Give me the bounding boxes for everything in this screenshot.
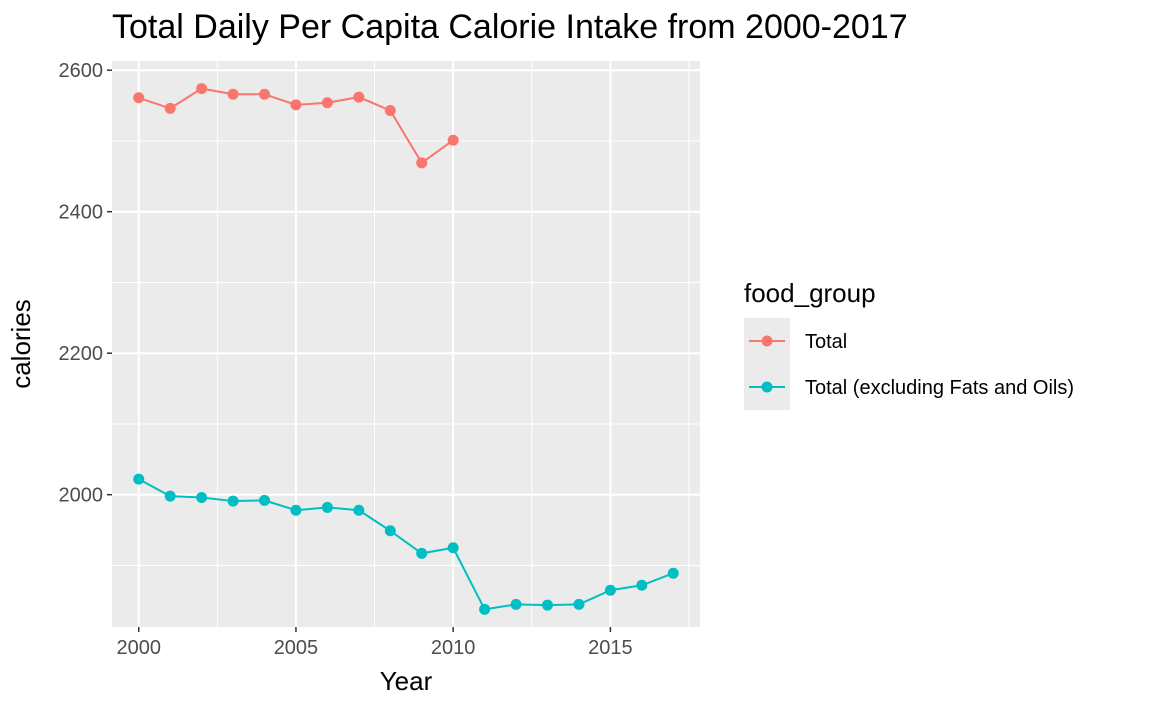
y-axis: 2000 2200 2400 2600	[59, 60, 112, 507]
y-axis-title: calories	[6, 299, 36, 389]
chart-title: Total Daily Per Capita Calorie Intake fr…	[112, 8, 908, 46]
x-axis-title: Year	[380, 666, 433, 696]
data-point	[353, 91, 365, 103]
data-point	[573, 598, 585, 610]
legend-items: Total Total (excluding Fats and Oils)	[744, 318, 1074, 410]
data-point	[667, 567, 679, 579]
data-point	[384, 105, 396, 117]
x-tick-label: 2005	[274, 637, 319, 659]
legend: food_group Total Total (excluding Fats an…	[744, 278, 1074, 410]
data-point	[604, 584, 616, 596]
data-point	[447, 134, 459, 146]
data-point	[290, 504, 302, 516]
y-tick-label: 2400	[59, 202, 104, 224]
data-point	[133, 473, 145, 485]
legend-title: food_group	[744, 278, 876, 308]
data-point	[227, 88, 239, 100]
series-2	[133, 473, 679, 615]
data-point	[353, 504, 365, 516]
legend-key-point	[761, 381, 773, 393]
data-point	[541, 599, 553, 611]
x-axis: 2000 2005 2010 2015	[116, 627, 633, 659]
data-point	[321, 501, 333, 513]
legend-item: Total	[744, 318, 847, 364]
y-tick-label: 2600	[59, 60, 104, 82]
y-tick-label: 2200	[59, 343, 104, 365]
major-gridlines	[112, 61, 700, 627]
data-point	[164, 490, 176, 502]
x-tick-label: 2015	[588, 637, 633, 659]
x-tick-label: 2010	[431, 637, 476, 659]
minor-gridlines	[112, 61, 700, 627]
data-point	[447, 542, 459, 554]
legend-label: Total	[805, 331, 847, 353]
legend-key-point	[761, 335, 773, 347]
series-layer	[133, 83, 679, 615]
data-point	[196, 83, 208, 95]
data-point	[416, 547, 428, 559]
data-point	[259, 494, 271, 506]
data-point	[321, 97, 333, 109]
data-point	[133, 92, 145, 104]
data-point	[227, 495, 239, 507]
legend-label: Total (excluding Fats and Oils)	[805, 377, 1074, 399]
data-point	[384, 525, 396, 537]
data-point	[164, 102, 176, 114]
plot-panel	[112, 61, 700, 627]
data-point	[416, 157, 428, 169]
legend-item: Total (excluding Fats and Oils)	[744, 364, 1074, 410]
y-tick-label: 2000	[59, 485, 104, 507]
data-point	[636, 579, 648, 591]
data-point	[290, 99, 302, 111]
data-point	[510, 598, 522, 610]
series-1	[133, 83, 459, 169]
data-point	[259, 88, 271, 100]
data-point	[479, 603, 491, 615]
data-point	[196, 492, 208, 504]
x-tick-label: 2000	[116, 637, 161, 659]
